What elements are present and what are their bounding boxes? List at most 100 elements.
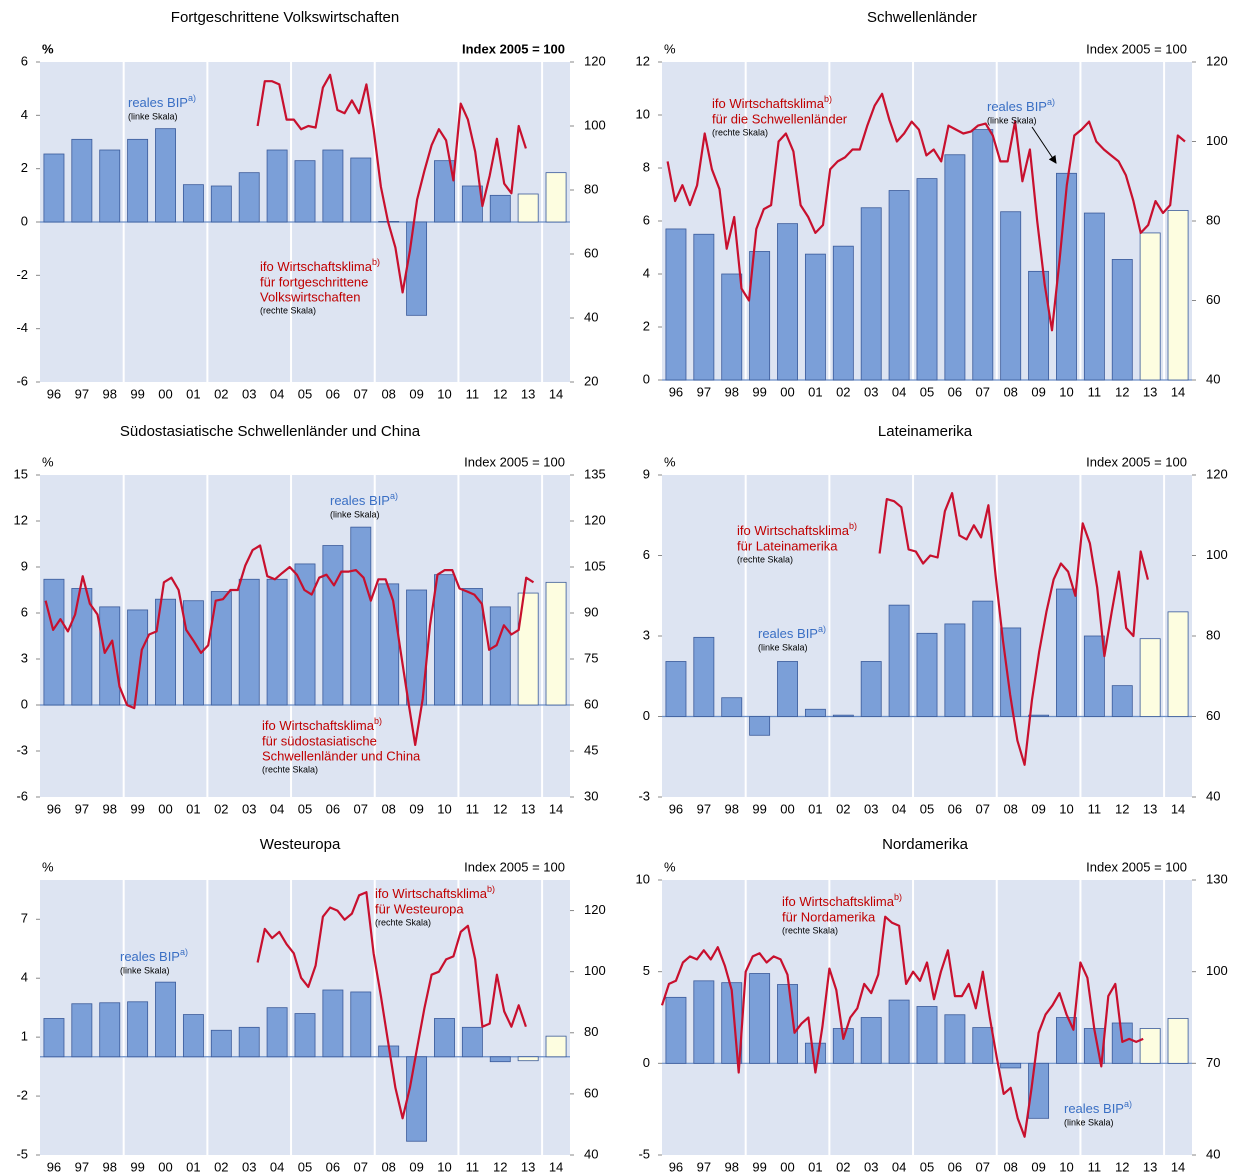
right-unit: Index 2005 = 100	[464, 454, 565, 469]
bar	[749, 973, 771, 1064]
series-label: reales BIPa)	[758, 624, 826, 641]
right-unit: Index 2005 = 100	[1086, 41, 1187, 56]
x-tick-label: 97	[697, 801, 711, 816]
x-tick-label: 08	[1003, 801, 1017, 816]
y-tick-label: -5	[16, 1146, 28, 1161]
x-tick-label: 01	[808, 1159, 822, 1174]
bar	[777, 661, 798, 717]
x-tick-label: 02	[214, 801, 228, 816]
series-scale: (linke Skala)	[120, 965, 170, 975]
bar	[749, 251, 771, 381]
x-tick-label: 06	[326, 386, 340, 401]
y-tick-label: 6	[643, 212, 650, 227]
bar	[1139, 1028, 1161, 1064]
x-tick-label: 13	[1143, 1159, 1157, 1174]
bar	[489, 606, 511, 706]
bar	[693, 980, 715, 1064]
x-tick-label: 06	[948, 801, 962, 816]
bar	[1000, 211, 1022, 381]
bar	[406, 221, 428, 316]
bar	[71, 1003, 93, 1058]
y-tick-label: -2	[16, 267, 28, 282]
y2-tick-label: 30	[584, 788, 598, 803]
bar	[777, 984, 798, 1064]
y2-tick-label: 135	[584, 466, 606, 481]
x-tick-label: 14	[549, 801, 563, 816]
x-tick-label: 11	[1088, 384, 1102, 399]
bar	[182, 1014, 204, 1058]
x-tick-label: 98	[103, 801, 117, 816]
x-tick-label: 96	[669, 384, 683, 399]
series-name: ifo Wirtschaftsklima	[375, 886, 488, 901]
y-tick-label: 5	[643, 963, 650, 978]
y-tick-label: -2	[16, 1088, 28, 1103]
series-label: reales BIPa)	[1064, 1099, 1132, 1116]
x-tick-label: 99	[130, 801, 144, 816]
x-tick-label: 07	[354, 801, 368, 816]
bar	[517, 1056, 539, 1062]
x-tick-label: 99	[752, 384, 766, 399]
y2-tick-label: 90	[584, 604, 598, 619]
series-label: reales BIPa)	[128, 93, 196, 110]
arrow	[1031, 126, 1057, 164]
bar	[71, 138, 93, 223]
bar	[1167, 1018, 1189, 1064]
bar	[721, 273, 743, 381]
bar	[489, 194, 511, 223]
x-tick-label: 10	[437, 386, 451, 401]
x-tick-label: 05	[920, 384, 934, 399]
bar	[43, 1018, 65, 1058]
series-label: reales BIPa)	[120, 947, 188, 964]
x-tick-label: 01	[808, 801, 822, 816]
y-tick-label: 12	[636, 53, 650, 68]
x-tick-label: 00	[158, 1159, 172, 1174]
bar	[972, 600, 994, 717]
x-tick-label: 14	[1171, 1159, 1185, 1174]
x-tick-label: 04	[270, 1159, 284, 1174]
y2-tick-label: 100	[1206, 133, 1228, 148]
panel: Nordamerika% Index 2005 = 100-50510407010…	[636, 836, 1228, 1174]
y-tick-label: 0	[21, 213, 28, 228]
y2-tick-label: 70	[1206, 1055, 1220, 1070]
y-tick-label: 4	[21, 107, 28, 122]
x-tick-label: 09	[409, 801, 423, 816]
bar	[155, 981, 176, 1058]
bar	[545, 1035, 567, 1058]
x-tick-label: 99	[752, 1159, 766, 1174]
bar	[99, 1002, 121, 1058]
series-note: b)	[372, 257, 380, 267]
bar	[1000, 1062, 1022, 1069]
bar	[888, 190, 910, 381]
bar	[210, 591, 232, 706]
bar	[1167, 611, 1189, 717]
x-tick-label: 13	[1143, 801, 1157, 816]
right-unit: Index 2005 = 100	[1086, 454, 1187, 469]
series-label-line: für südostasiatische	[262, 733, 377, 748]
bar	[99, 606, 121, 706]
x-tick-label: 14	[549, 386, 563, 401]
y-tick-label: 1	[21, 1029, 28, 1044]
x-tick-label: 02	[214, 386, 228, 401]
x-tick-label: 05	[298, 386, 312, 401]
y2-tick-label: 100	[584, 117, 606, 132]
y2-tick-label: 105	[584, 558, 606, 573]
y2-tick-label: 120	[584, 902, 606, 917]
x-tick-label: 96	[669, 801, 683, 816]
ifo-line	[666, 92, 1186, 332]
panel: Südostasiatische Schwellenländer und Chi…	[14, 423, 606, 816]
x-tick-label: 01	[186, 801, 200, 816]
ifo-line	[878, 492, 1149, 766]
series-name: reales BIP	[758, 626, 818, 641]
bar	[721, 697, 743, 717]
series-label: ifo Wirtschaftsklimab)	[782, 892, 902, 909]
series-note: a)	[180, 947, 188, 957]
bar	[804, 253, 826, 381]
y2-tick-label: 40	[1206, 1146, 1220, 1161]
bar	[832, 245, 854, 381]
series-name: reales BIP	[987, 99, 1047, 114]
x-tick-label: 00	[158, 386, 172, 401]
series-label: ifo Wirtschaftsklimab)	[375, 884, 495, 901]
x-tick-label: 02	[836, 1159, 850, 1174]
bar	[1111, 1022, 1133, 1064]
y2-tick-label: 40	[1206, 788, 1220, 803]
